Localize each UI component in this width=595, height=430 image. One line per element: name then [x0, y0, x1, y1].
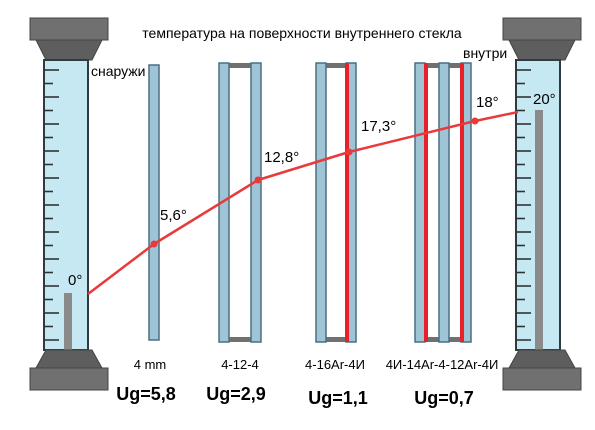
thermometer-inside-bottom-collar [508, 349, 576, 369]
low-e-coating [424, 63, 428, 342]
temperature-label-pane3: 17,3° [361, 118, 396, 135]
temperature-point [345, 148, 353, 156]
glass-pane [438, 62, 450, 343]
thermometer-inside-top-cap [502, 17, 582, 41]
ug-value-triple-low-e: Ug=0,7 [414, 388, 474, 408]
spacer-bottom [228, 337, 252, 342]
glass-pane [148, 64, 160, 341]
glazing-units [148, 62, 472, 343]
glazing-name-double-low-e: 4-16Ar-4И [305, 357, 365, 372]
temperature-label-outside: 0° [68, 272, 82, 289]
thermometer-outside-scale [45, 69, 59, 341]
spacer-top [325, 63, 349, 68]
glass-pane [250, 62, 262, 343]
temperature-label-pane4: 18° [476, 94, 499, 111]
thermometer-inside-bottom-cap [502, 367, 582, 391]
thermometer-outside-mercury [64, 293, 72, 350]
glass-pane [315, 62, 327, 343]
label-inside: внутри [463, 45, 507, 61]
temperature-profile [87, 110, 519, 295]
low-e-coating [460, 63, 464, 342]
thermometer-outside-bottom-cap [29, 367, 109, 391]
thermometer-inside-top-collar [508, 39, 576, 61]
temperature-line [87, 110, 519, 295]
spacer-top [228, 63, 252, 68]
thermometer-outside-top-collar [35, 39, 103, 61]
glazing-name-triple-low-e: 4И-14Ar-4-12Ar-4И [386, 357, 499, 372]
thermometer-outside-top-cap [29, 17, 109, 41]
thermometer-inside-mercury [535, 110, 543, 350]
glazing-double-low-e [315, 62, 357, 343]
temperature-point [150, 240, 158, 248]
thermometer-outside [29, 17, 109, 391]
thermometer-inside-scale [517, 69, 531, 341]
low-e-coating [345, 63, 349, 342]
glazing-triple-low-e [414, 62, 472, 343]
glass-pane [218, 62, 230, 343]
thermometer-outside-bottom-collar [35, 349, 103, 369]
temperature-point [471, 117, 479, 125]
label-outside: снаружи [91, 63, 146, 79]
glazing-double-pane [218, 62, 262, 343]
thermometer-inside [502, 17, 582, 391]
ug-value-single: Ug=5,8 [116, 384, 176, 404]
spacer-bottom [325, 337, 349, 342]
ug-value-double-low-e: Ug=1,1 [308, 388, 368, 408]
temperature-label-inside: 20° [533, 91, 556, 108]
temperature-point [254, 176, 262, 184]
ug-value-double: Ug=2,9 [206, 384, 266, 404]
glass-pane [414, 62, 426, 343]
temperature-label-pane2: 12,8° [264, 149, 299, 166]
glazing-name-double: 4-12-4 [221, 357, 259, 372]
glazing-name-single: 4 mm [134, 357, 167, 372]
glazing-single-pane [148, 64, 160, 341]
temperature-label-pane1: 5,6° [160, 207, 187, 224]
diagram-title: температура на поверхности внутреннего с… [142, 25, 462, 41]
